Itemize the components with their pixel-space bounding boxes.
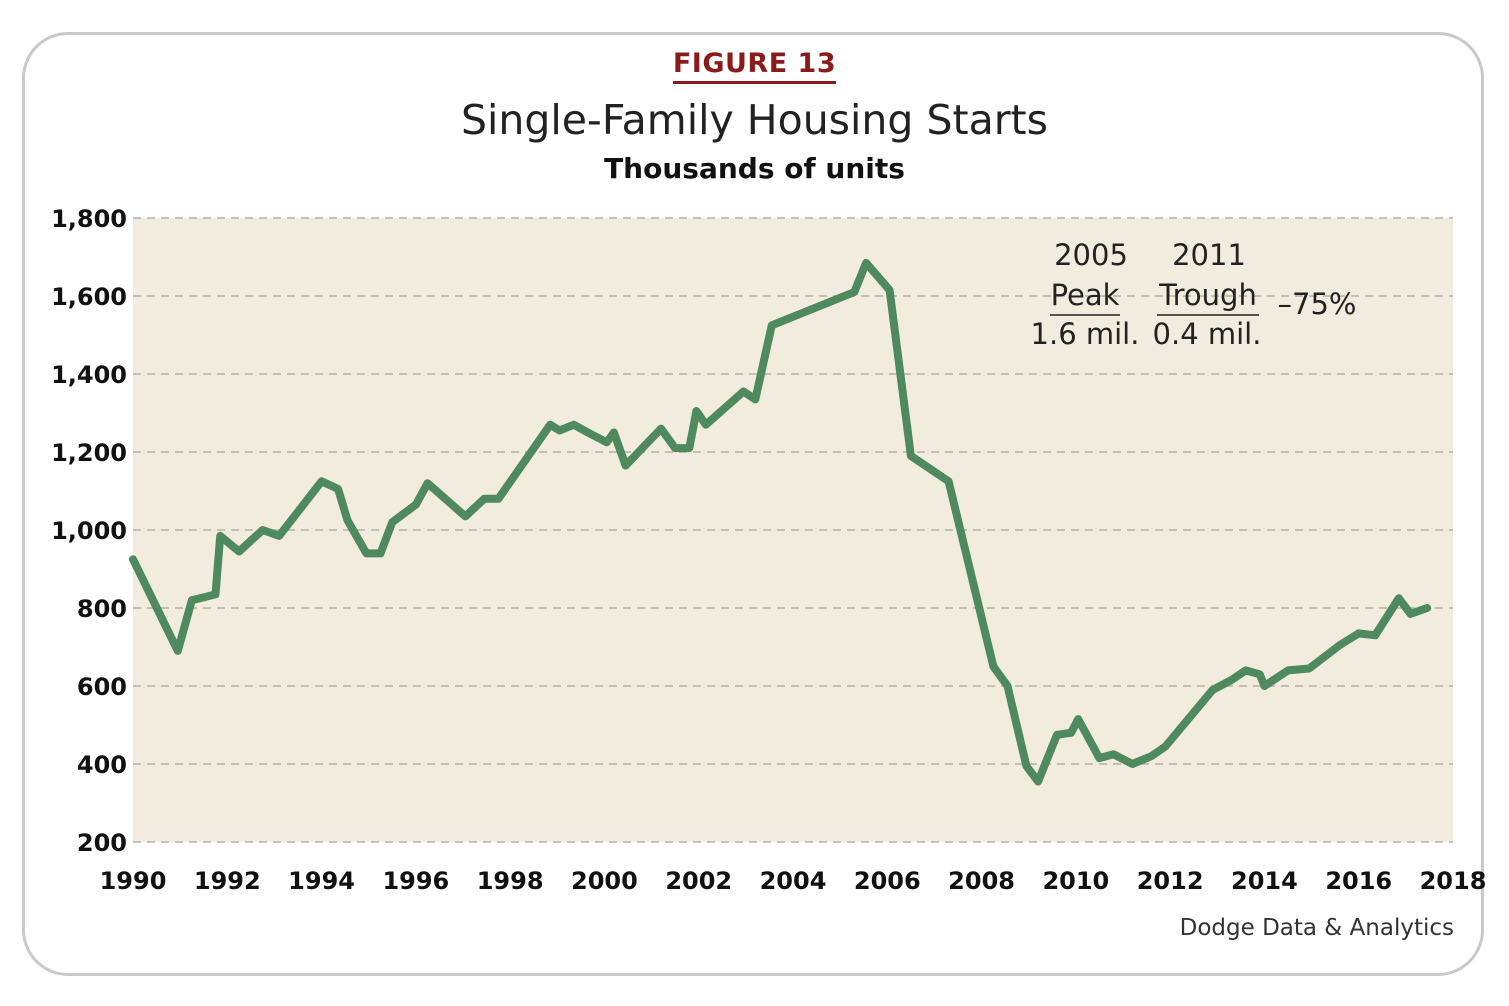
chart-subtitle: Thousands of units bbox=[604, 152, 905, 185]
trough-label: Trough bbox=[1158, 278, 1257, 312]
trough-year: 2011 bbox=[1172, 238, 1246, 272]
x-tick-label: 2018 bbox=[1420, 867, 1487, 895]
y-tick-label: 800 bbox=[77, 595, 127, 623]
figure-label: FIGURE 13 bbox=[0, 48, 1509, 84]
y-tick-label: 600 bbox=[77, 673, 127, 701]
x-tick-label: 2006 bbox=[854, 867, 921, 895]
x-tick-label: 2016 bbox=[1325, 867, 1392, 895]
y-tick-label: 1,600 bbox=[51, 283, 127, 311]
x-tick-label: 2000 bbox=[571, 867, 638, 895]
x-tick-label: 1996 bbox=[382, 867, 449, 895]
x-tick-label: 1992 bbox=[194, 867, 261, 895]
peak-year: 2005 bbox=[1054, 238, 1128, 272]
x-tick-label: 2014 bbox=[1231, 867, 1298, 895]
peak-label: Peak bbox=[1051, 278, 1120, 312]
y-tick-label: 1,800 bbox=[51, 205, 127, 233]
x-tick-label: 1994 bbox=[288, 867, 355, 895]
x-tick-label: 2010 bbox=[1042, 867, 1109, 895]
x-tick-label: 1990 bbox=[100, 867, 167, 895]
y-tick-label: 1,200 bbox=[51, 439, 127, 467]
peak-value: 1.6 mil. bbox=[1031, 317, 1140, 351]
y-tick-label: 200 bbox=[77, 829, 127, 857]
x-tick-label: 2008 bbox=[948, 867, 1015, 895]
x-tick-label: 1998 bbox=[477, 867, 544, 895]
y-tick-label: 400 bbox=[77, 751, 127, 779]
x-axis-ticks: 1990 1992 1994 1996 1998 2000 2002 2004 2006 2008… bbox=[100, 867, 1487, 895]
y-tick-label: 1,000 bbox=[51, 517, 127, 545]
y-tick-label: 1,400 bbox=[51, 361, 127, 389]
series-line bbox=[129, 258, 1432, 786]
peak-trough-annotation: 2005 Peak 1.6 mil. 2011 Trough 0.4 mil. … bbox=[1031, 238, 1357, 351]
y-axis-ticks: 200 400 600 800 1,000 1,200 1,400 1,600 1,800 bbox=[51, 205, 127, 857]
x-tick-label: 2004 bbox=[760, 867, 827, 895]
percent-change: –75% bbox=[1278, 287, 1357, 321]
x-tick-label: 2012 bbox=[1137, 867, 1204, 895]
gridlines bbox=[133, 217, 1453, 843]
source-credit: Dodge Data & Analytics bbox=[1179, 915, 1454, 941]
x-tick-label: 2002 bbox=[665, 867, 732, 895]
trough-value: 0.4 mil. bbox=[1153, 317, 1262, 351]
chart-title: Single-Family Housing Starts bbox=[460, 96, 1048, 144]
